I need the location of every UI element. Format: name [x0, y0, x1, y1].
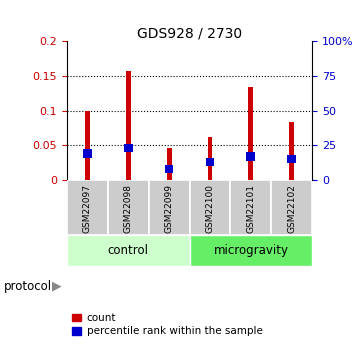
Bar — [230, 180, 271, 235]
Text: GSM22100: GSM22100 — [205, 185, 214, 234]
Bar — [287, 155, 296, 163]
Text: microgravity: microgravity — [213, 244, 288, 257]
Bar — [247, 152, 255, 160]
Bar — [83, 149, 92, 158]
Bar — [85, 111, 90, 180]
Title: GDS928 / 2730: GDS928 / 2730 — [137, 26, 242, 40]
Bar — [290, 122, 294, 180]
Bar — [108, 180, 149, 235]
Bar — [67, 180, 108, 235]
Bar — [124, 144, 132, 152]
Text: ▶: ▶ — [52, 280, 62, 293]
Text: protocol: protocol — [4, 280, 52, 293]
Text: GSM22098: GSM22098 — [124, 185, 132, 234]
Text: GSM22099: GSM22099 — [165, 185, 174, 234]
Text: control: control — [108, 244, 149, 257]
Bar — [205, 158, 214, 166]
Bar — [248, 87, 253, 180]
Bar — [67, 235, 190, 266]
Bar — [165, 165, 174, 173]
Text: GSM22101: GSM22101 — [247, 185, 255, 234]
Bar — [167, 148, 171, 180]
Legend: count, percentile rank within the sample: count, percentile rank within the sample — [72, 313, 262, 336]
Text: GSM22102: GSM22102 — [287, 185, 296, 233]
Bar — [208, 137, 212, 180]
Bar — [190, 180, 230, 235]
Bar — [271, 180, 312, 235]
Bar — [190, 235, 312, 266]
Text: GSM22097: GSM22097 — [83, 185, 92, 234]
Bar — [126, 71, 131, 180]
Bar — [149, 180, 190, 235]
